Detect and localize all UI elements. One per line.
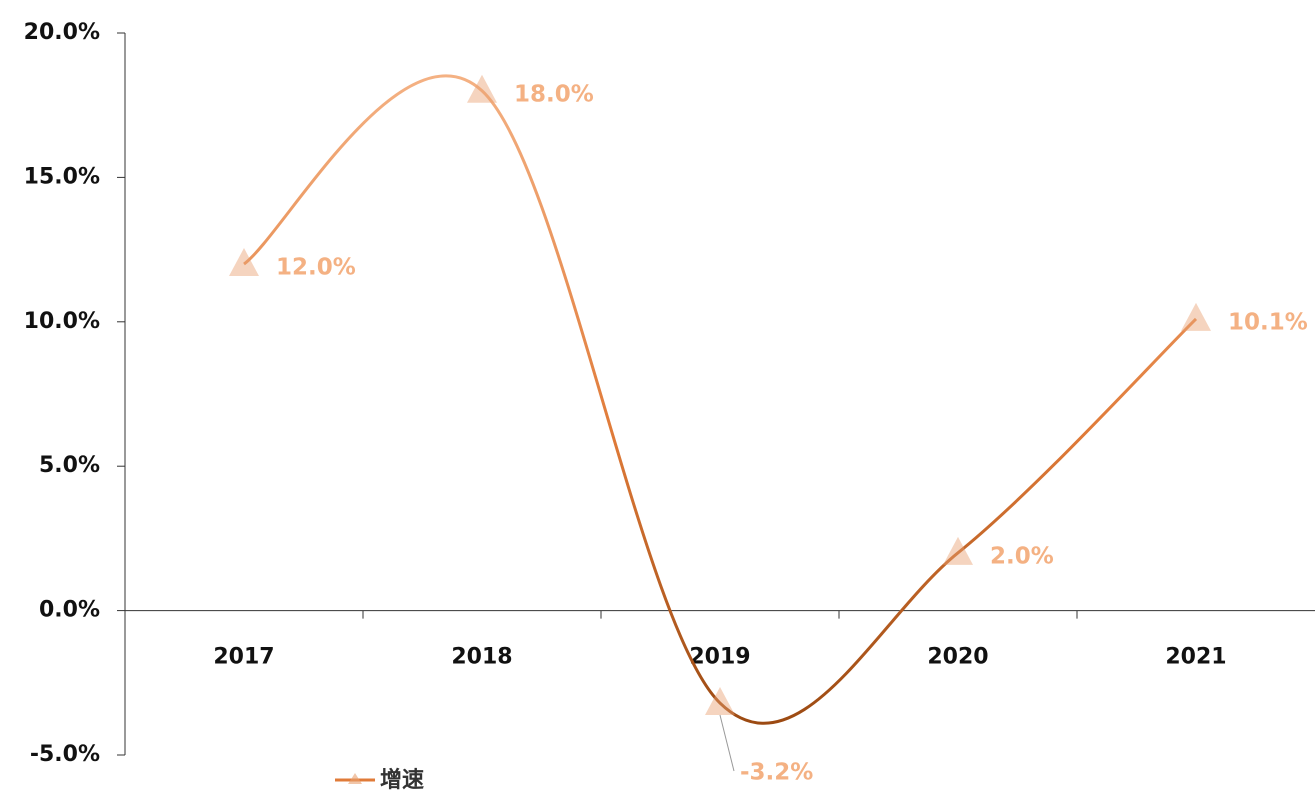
legend-label: 增速 [380,767,424,793]
marker [467,74,497,103]
marker [705,687,735,716]
x-tick-label: 2018 [451,645,512,670]
value-label: -3.2% [740,760,813,786]
x-tick-label: 2019 [689,645,750,670]
value-label: 10.1% [1228,309,1308,335]
marker [1181,302,1211,331]
value-label: 18.0% [514,81,594,107]
y-tick-label: 0.0% [39,598,100,623]
x-tick-label: 2017 [213,645,274,670]
x-tick-label: 2021 [1165,645,1226,670]
marker [943,536,973,565]
series-line [243,74,1198,725]
x-tick-label: 2020 [927,645,988,670]
y-tick-label: 10.0% [24,309,100,334]
marker [229,248,259,277]
y-tick-label: 5.0% [39,453,100,478]
value-label: 2.0% [990,543,1054,569]
legend-marker [348,773,362,784]
y-tick-label: -5.0% [30,742,100,767]
y-tick-label: 20.0% [24,20,100,45]
leader-line [719,714,735,772]
value-label: 12.0% [276,255,356,281]
y-tick-label: 15.0% [24,164,100,189]
